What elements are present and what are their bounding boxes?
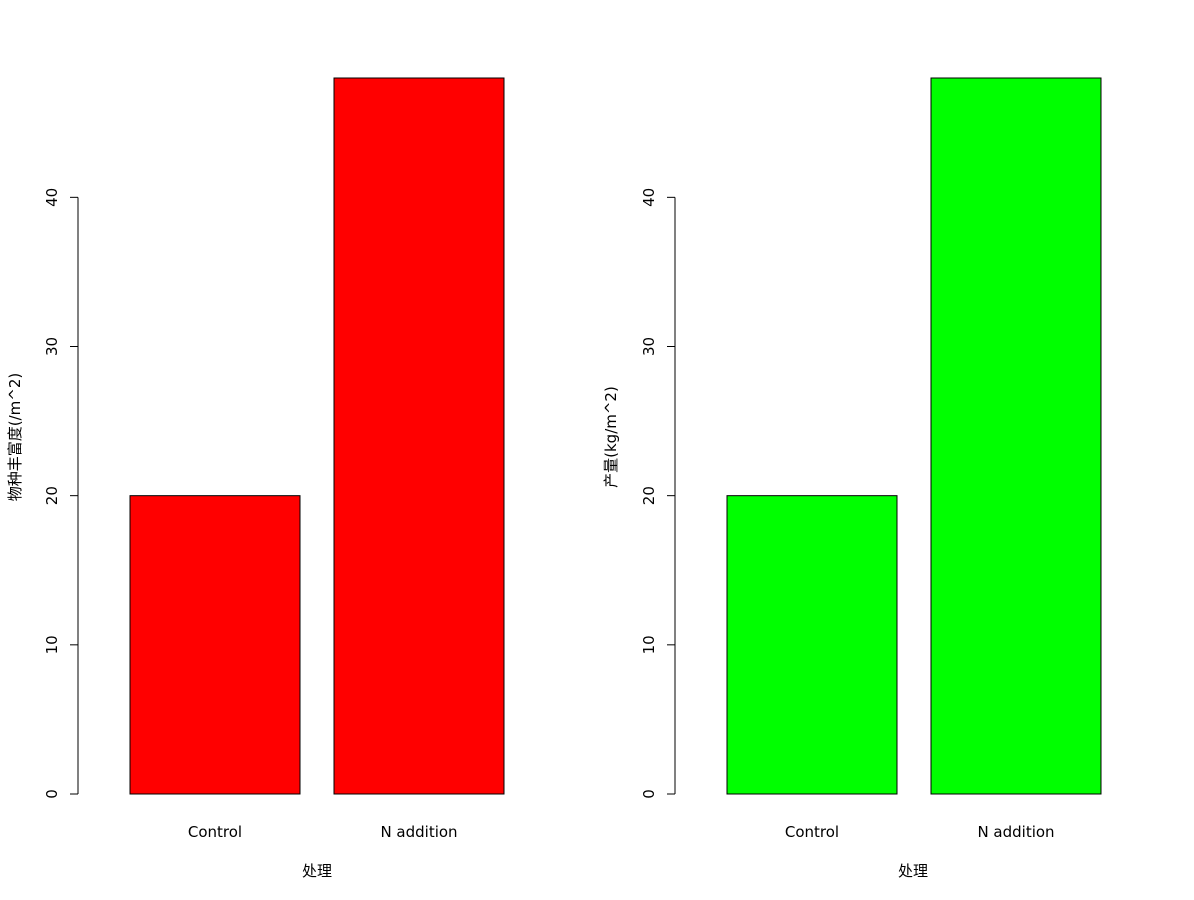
y-tick-label: 20 [43, 486, 61, 505]
category-label: N addition [977, 823, 1054, 841]
yield-panel: 0 10 20 30 40 Control N addition 处理 产量(kg/m^2… [602, 77, 1102, 880]
y-tick-label: 10 [43, 635, 61, 654]
y-tick-label: 40 [640, 188, 658, 207]
y-tick-label: 0 [43, 789, 61, 799]
species-richness-panel: 0 10 20 30 40 Control N addition 处理 物种丰富度(/m^… [6, 77, 505, 880]
y-tick-label: 10 [640, 635, 658, 654]
bar-n-addition [930, 77, 1102, 795]
category-label: Control [188, 823, 242, 841]
x-axis-title: 处理 [898, 862, 928, 880]
y-tick-label: 20 [640, 486, 658, 505]
bars-group [129, 77, 505, 795]
y-tick-label: 30 [640, 337, 658, 356]
bars-group [726, 77, 1102, 795]
bar-control [726, 495, 898, 795]
y-axis: 0 10 20 30 40 [43, 188, 79, 799]
x-axis-labels: Control N addition [188, 823, 458, 841]
y-tick-label: 30 [43, 337, 61, 356]
y-axis-title: 产量(kg/m^2) [602, 386, 620, 488]
y-axis-title: 物种丰富度(/m^2) [6, 373, 24, 501]
category-label: Control [785, 823, 839, 841]
bar-control [129, 495, 301, 795]
y-axis: 0 10 20 30 40 [640, 188, 676, 799]
bar-n-addition [333, 77, 505, 795]
y-tick-label: 40 [43, 188, 61, 207]
category-label: N addition [380, 823, 457, 841]
x-axis-labels: Control N addition [785, 823, 1055, 841]
x-axis-title: 处理 [302, 862, 332, 880]
y-tick-label: 0 [640, 789, 658, 799]
